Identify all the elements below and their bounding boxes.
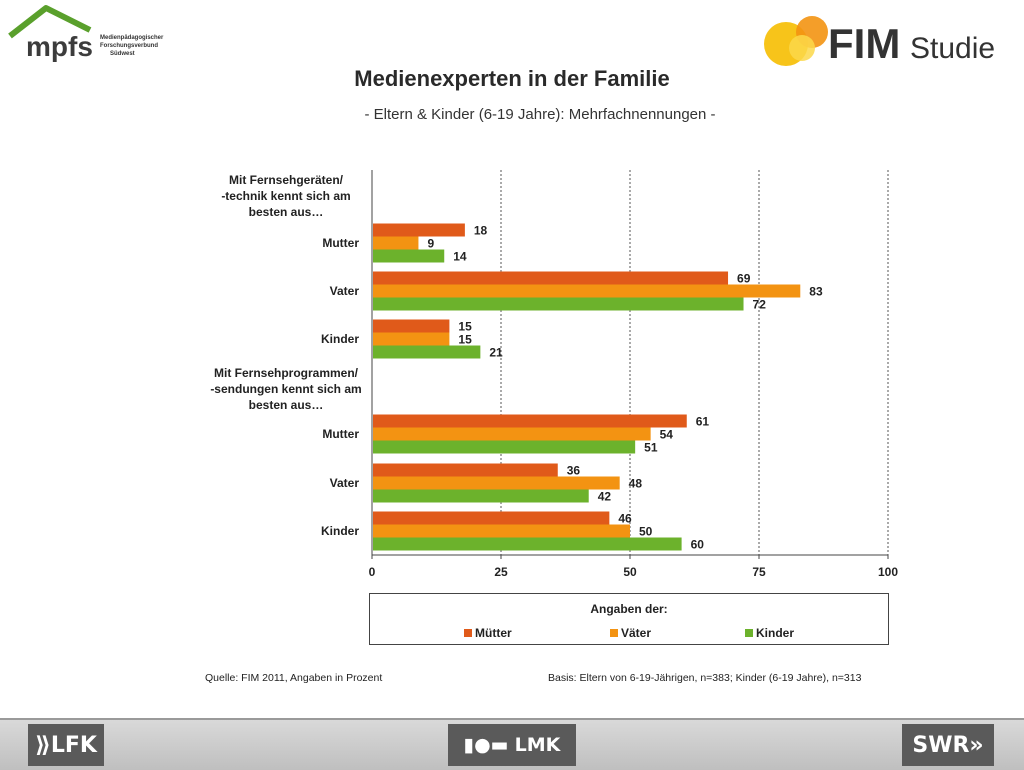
mpfs-caption-1: Medienpädagogischer	[100, 35, 164, 41]
mpfs-logo: mpfs Medienpädagogischer Forschungsverbu…	[8, 5, 164, 62]
lfk-arrows-icon: ⟫	[35, 732, 51, 758]
bar-0-1-2	[373, 297, 744, 311]
legend-label-kinder: Kinder	[756, 626, 795, 640]
legend-title: Angaben der:	[590, 602, 668, 616]
bar-0-1-0	[373, 271, 729, 285]
mpfs-caption-2: Forschungsverbund	[100, 43, 158, 49]
fim-logo-text: FIM	[828, 20, 900, 67]
bar-1-2-1	[373, 524, 630, 538]
lmk-symbols-icon: ▮●▬	[463, 734, 509, 756]
bar-0-2-0	[373, 319, 450, 333]
data-label-0-1-0: 69	[737, 272, 751, 286]
legend-swatch-kinder	[745, 629, 753, 637]
bar-1-2-2	[373, 537, 682, 551]
legend-item-vaeter: Väter	[610, 626, 651, 640]
swr-arrows-icon: »	[969, 732, 984, 758]
data-label-1-0-0: 61	[696, 415, 710, 429]
data-label-0-0-0: 18	[474, 224, 488, 238]
data-label-1-1-0: 36	[567, 464, 581, 478]
x-tick-label-50: 50	[623, 565, 637, 579]
bottom-logo-bar: ⟫ LFK ▮●▬ LMK SWR»	[0, 718, 1024, 770]
data-label-1-2-1: 50	[639, 525, 653, 539]
x-tick-label-0: 0	[369, 565, 376, 579]
bar-0-1-1	[373, 284, 801, 298]
bar-1-0-1	[373, 427, 651, 441]
legend-item-kinder: Kinder	[745, 626, 794, 640]
x-tick-label-75: 75	[752, 565, 766, 579]
category-label-1-0: Mutter	[322, 427, 359, 441]
legend-swatch-muetter	[464, 629, 472, 637]
data-label-1-0-2: 51	[644, 441, 658, 455]
bar-0-0-2	[373, 249, 445, 263]
lmk-logo-text: LMK	[514, 734, 561, 756]
data-label-1-1-2: 42	[598, 490, 612, 504]
lfk-logo-text: LFK	[50, 732, 97, 758]
bar-1-1-0	[373, 463, 558, 477]
data-label-0-2-0: 15	[458, 320, 472, 334]
data-label-0-1-1: 83	[809, 285, 823, 299]
data-label-1-1-1: 48	[629, 477, 643, 491]
legend-item-muetter: Mütter	[464, 626, 512, 640]
group-heading-0-line-1: -technik kennt sich am	[221, 189, 350, 203]
fim-yellow-circle-icon	[789, 35, 815, 61]
basis-note: Basis: Eltern von 6-19-Jährigen, n=383; …	[548, 672, 862, 684]
bar-1-1-2	[373, 489, 589, 503]
x-tick-label-100: 100	[878, 565, 898, 579]
chart-legend: Angaben der: Mütter Väter Kinder	[369, 593, 889, 645]
x-tick-label-25: 25	[494, 565, 508, 579]
bar-1-1-1	[373, 476, 620, 490]
swr-logo-text: SWR	[912, 732, 970, 758]
bar-1-0-2	[373, 440, 636, 454]
bar-0-2-1	[373, 332, 450, 346]
data-label-0-2-1: 15	[458, 333, 472, 347]
lfk-logo: ⟫ LFK	[28, 724, 104, 766]
category-label-0-0: Mutter	[322, 236, 359, 250]
mpfs-caption-3: Südwest	[110, 51, 135, 57]
fim-studie-logo: FIM Studie	[764, 16, 995, 67]
mpfs-roof-icon	[8, 5, 92, 39]
data-label-0-0-1: 9	[427, 237, 434, 251]
page-subtitle: - Eltern & Kinder (6-19 Jahre): Mehrfach…	[364, 106, 716, 123]
category-label-1-2: Kinder	[321, 524, 359, 538]
swr-logo: SWR»	[902, 724, 994, 766]
group-heading-0-line-2: besten aus…	[249, 205, 324, 219]
bar-0-2-2	[373, 345, 481, 359]
group-heading-0-line-0: Mit Fernsehgeräten/	[229, 173, 344, 187]
group-heading-1-line-1: -sendungen kennt sich am	[210, 382, 361, 396]
data-label-1-0-1: 54	[660, 428, 674, 442]
category-label-1-1: Vater	[330, 476, 360, 490]
data-label-1-2-2: 60	[691, 538, 705, 552]
page-title: Medienexperten in der Familie	[354, 66, 670, 91]
data-label-1-2-0: 46	[618, 512, 632, 526]
legend-swatch-vaeter	[610, 629, 618, 637]
bar-0-0-1	[373, 236, 419, 250]
category-label-0-1: Vater	[330, 284, 360, 298]
source-note: Quelle: FIM 2011, Angaben in Prozent	[205, 672, 383, 684]
bar-1-2-0	[373, 511, 610, 525]
lmk-logo: ▮●▬ LMK	[448, 724, 576, 766]
legend-label-vaeter: Väter	[621, 626, 652, 640]
group-heading-1-line-0: Mit Fernsehprogrammen/	[214, 366, 359, 380]
bar-0-0-0	[373, 223, 465, 237]
bar-1-0-0	[373, 414, 687, 428]
data-label-0-0-2: 14	[453, 250, 467, 264]
data-label-0-2-2: 21	[489, 346, 503, 360]
mpfs-logo-text: mpfs	[26, 31, 93, 62]
group-heading-1-line-2: besten aus…	[249, 398, 324, 412]
data-label-0-1-2: 72	[753, 298, 767, 312]
legend-label-muetter: Mütter	[475, 626, 512, 640]
category-label-0-2: Kinder	[321, 332, 359, 346]
studie-logo-text: Studie	[910, 32, 995, 65]
